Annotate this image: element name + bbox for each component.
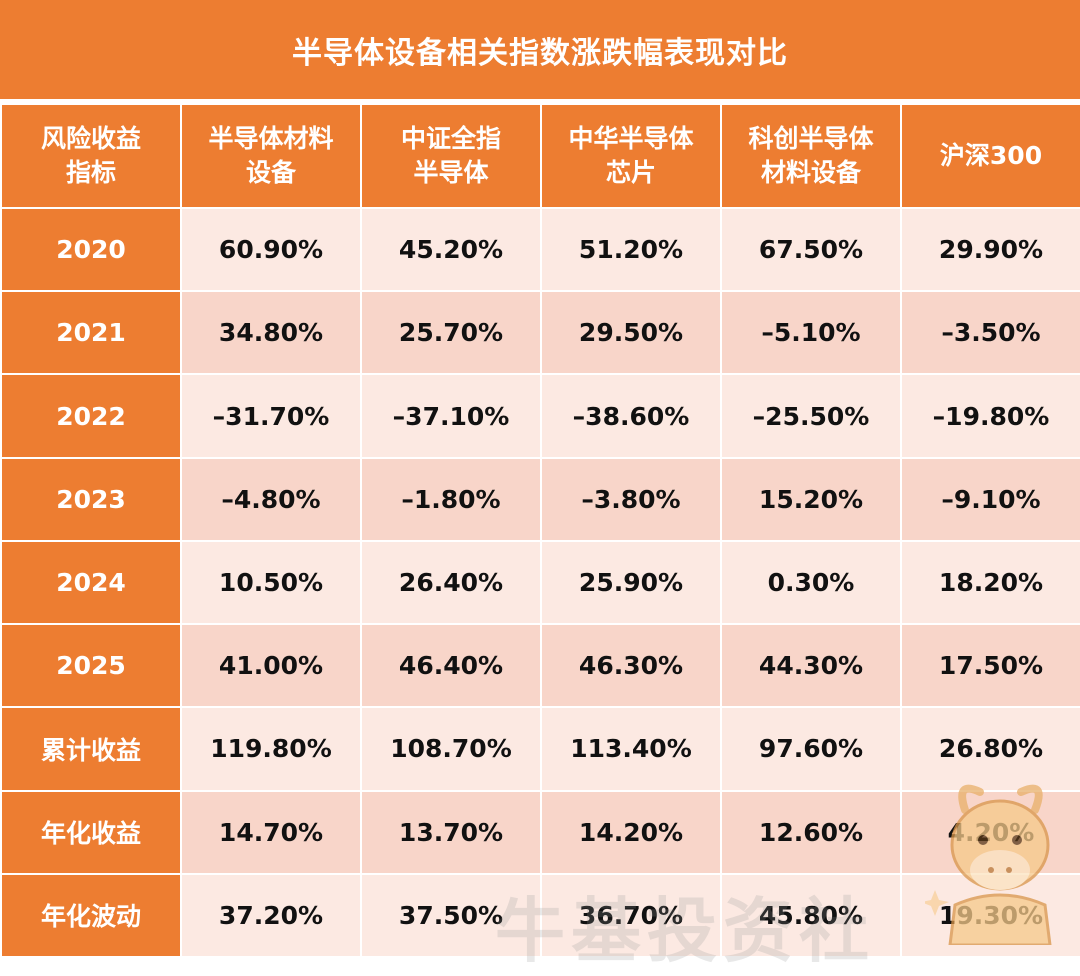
corner-header-line-2: 指标	[65, 158, 116, 187]
data-cell: 25.70%	[360, 290, 542, 376]
table-row: 2020 60.90% 45.20% 51.20% 67.50% 29.90%	[0, 206, 1080, 293]
header-row: 风险收益 指标 半导体材料 设备 中证全指 半导体 中华半导体 芯片 科创半导体	[0, 103, 1080, 209]
column-header-star-semiconductor-materials-equipment: 科创半导体 材料设备	[720, 103, 902, 209]
data-cell: 14.70%	[180, 789, 362, 875]
data-cell: 45.80%	[720, 872, 902, 959]
row-label: 2025	[0, 623, 182, 709]
data-cell: 26.40%	[360, 539, 542, 626]
table-row: 2024 10.50% 26.40% 25.90% 0.30% 18.20%	[0, 539, 1080, 626]
table-row: 2021 34.80% 25.70% 29.50% –5.10% –3.50%	[0, 290, 1080, 376]
column-header-line: 中华半导体	[568, 124, 694, 153]
data-cell: –5.10%	[720, 290, 902, 376]
data-cell: 46.40%	[360, 623, 542, 709]
data-cell: 29.90%	[900, 206, 1080, 293]
data-cell: 12.60%	[720, 789, 902, 875]
corner-header: 风险收益 指标	[0, 103, 182, 209]
table-row: 累计收益 119.80% 108.70% 113.40% 97.60% 26.80%	[0, 706, 1080, 792]
table-row: 2023 –4.80% –1.80% –3.80% 15.20% –9.10%	[0, 456, 1080, 542]
data-cell: 108.70%	[360, 706, 542, 792]
data-cell: 46.30%	[540, 623, 722, 709]
data-cell: 17.50%	[900, 623, 1080, 709]
data-cell: 60.90%	[180, 206, 362, 293]
table-title: 半导体设备相关指数涨跌幅表现对比	[0, 0, 1080, 101]
data-cell: –9.10%	[900, 456, 1080, 542]
row-label: 2020	[0, 206, 182, 293]
row-label: 2023	[0, 456, 182, 542]
table-row: 年化收益 14.70% 13.70% 14.20% 12.60% 4.20%	[0, 789, 1080, 875]
table-row: 2022 –31.70% –37.10% –38.60% –25.50% –19.80%	[0, 373, 1080, 459]
data-cell: –4.80%	[180, 456, 362, 542]
data-cell: 4.20%	[900, 789, 1080, 875]
data-cell: 67.50%	[720, 206, 902, 293]
data-cell: –19.80%	[900, 373, 1080, 459]
table-row: 2025 41.00% 46.40% 46.30% 44.30% 17.50%	[0, 623, 1080, 709]
data-cell: 51.20%	[540, 206, 722, 293]
corner-header-line-1: 风险收益	[40, 124, 141, 153]
data-cell: 97.60%	[720, 706, 902, 792]
data-cell: 37.20%	[180, 872, 362, 959]
data-cell: –37.10%	[360, 373, 542, 459]
data-cell: –31.70%	[180, 373, 362, 459]
data-cell: 113.40%	[540, 706, 722, 792]
data-cell: 45.20%	[360, 206, 542, 293]
data-cell: 29.50%	[540, 290, 722, 376]
data-cell: –38.60%	[540, 373, 722, 459]
data-cell: 119.80%	[180, 706, 362, 792]
column-header-line: 沪深300	[939, 141, 1043, 170]
row-label: 2024	[0, 539, 182, 626]
data-cell: 13.70%	[360, 789, 542, 875]
column-header-line: 芯片	[605, 158, 656, 187]
data-cell: –3.50%	[900, 290, 1080, 376]
data-cell: 14.20%	[540, 789, 722, 875]
row-label: 2022	[0, 373, 182, 459]
data-cell: 41.00%	[180, 623, 362, 709]
column-header-line: 科创半导体	[748, 124, 874, 153]
data-cell: 25.90%	[540, 539, 722, 626]
comparison-table: 风险收益 指标 半导体材料 设备 中证全指 半导体 中华半导体 芯片 科创半导体	[0, 103, 1080, 959]
data-cell: 34.80%	[180, 290, 362, 376]
data-cell: 15.20%	[720, 456, 902, 542]
data-cell: 26.80%	[900, 706, 1080, 792]
data-cell: 36.70%	[540, 872, 722, 959]
column-header-csi-all-semiconductor: 中证全指 半导体	[360, 103, 542, 209]
data-cell: 19.30%	[900, 872, 1080, 959]
data-cell: 18.20%	[900, 539, 1080, 626]
data-cell: 10.50%	[180, 539, 362, 626]
row-label: 累计收益	[0, 706, 182, 792]
column-header-line: 半导体	[413, 158, 489, 187]
data-cell: 44.30%	[720, 623, 902, 709]
data-cell: –3.80%	[540, 456, 722, 542]
column-header-line: 中证全指	[400, 124, 501, 153]
data-cell: –1.80%	[360, 456, 542, 542]
table-body: 2020 60.90% 45.20% 51.20% 67.50% 29.90% 2021 34…	[0, 206, 1080, 959]
data-cell: 0.30%	[720, 539, 902, 626]
column-header-line: 半导体材料	[208, 124, 334, 153]
row-label: 年化收益	[0, 789, 182, 875]
column-header-line: 材料设备	[760, 158, 861, 187]
data-cell: –25.50%	[720, 373, 902, 459]
table-row: 年化波动 37.20% 37.50% 36.70% 45.80% 19.30%	[0, 872, 1080, 959]
column-header-semiconductor-materials-equipment: 半导体材料 设备	[180, 103, 362, 209]
data-cell: 37.50%	[360, 872, 542, 959]
column-header-line: 设备	[245, 158, 296, 187]
row-label: 2021	[0, 290, 182, 376]
row-label: 年化波动	[0, 872, 182, 959]
column-header-csi300: 沪深300	[900, 103, 1080, 209]
column-header-china-semiconductor-chip: 中华半导体 芯片	[540, 103, 722, 209]
